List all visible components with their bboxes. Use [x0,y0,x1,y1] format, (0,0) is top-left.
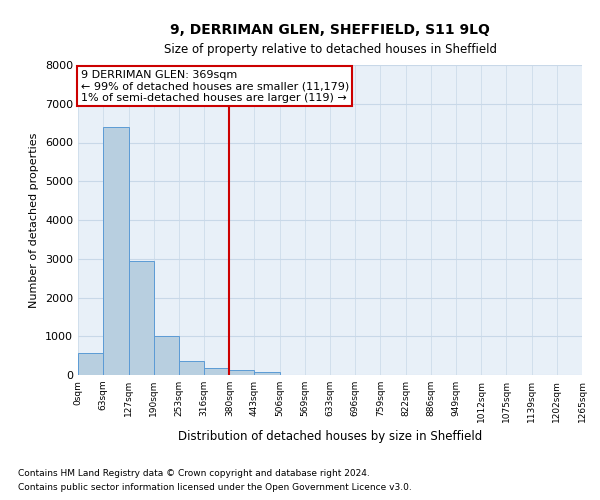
Bar [154,336,179,375]
Y-axis label: Number of detached properties: Number of detached properties [29,132,40,308]
Text: Contains HM Land Registry data © Crown copyright and database right 2024.: Contains HM Land Registry data © Crown c… [18,468,370,477]
Bar [78,354,103,375]
Text: 9, DERRIMAN GLEN, SHEFFIELD, S11 9LQ: 9, DERRIMAN GLEN, SHEFFIELD, S11 9LQ [170,22,490,36]
X-axis label: Distribution of detached houses by size in Sheffield: Distribution of detached houses by size … [178,430,482,444]
Text: 9 DERRIMAN GLEN: 369sqm
← 99% of detached houses are smaller (11,179)
1% of semi: 9 DERRIMAN GLEN: 369sqm ← 99% of detache… [80,70,349,103]
Bar [229,370,254,375]
Text: Contains public sector information licensed under the Open Government Licence v3: Contains public sector information licen… [18,484,412,492]
Text: Size of property relative to detached houses in Sheffield: Size of property relative to detached ho… [163,42,497,56]
Bar [179,361,204,375]
Bar [254,372,280,375]
Bar [204,368,229,375]
Bar [128,262,154,375]
Bar [103,127,128,375]
